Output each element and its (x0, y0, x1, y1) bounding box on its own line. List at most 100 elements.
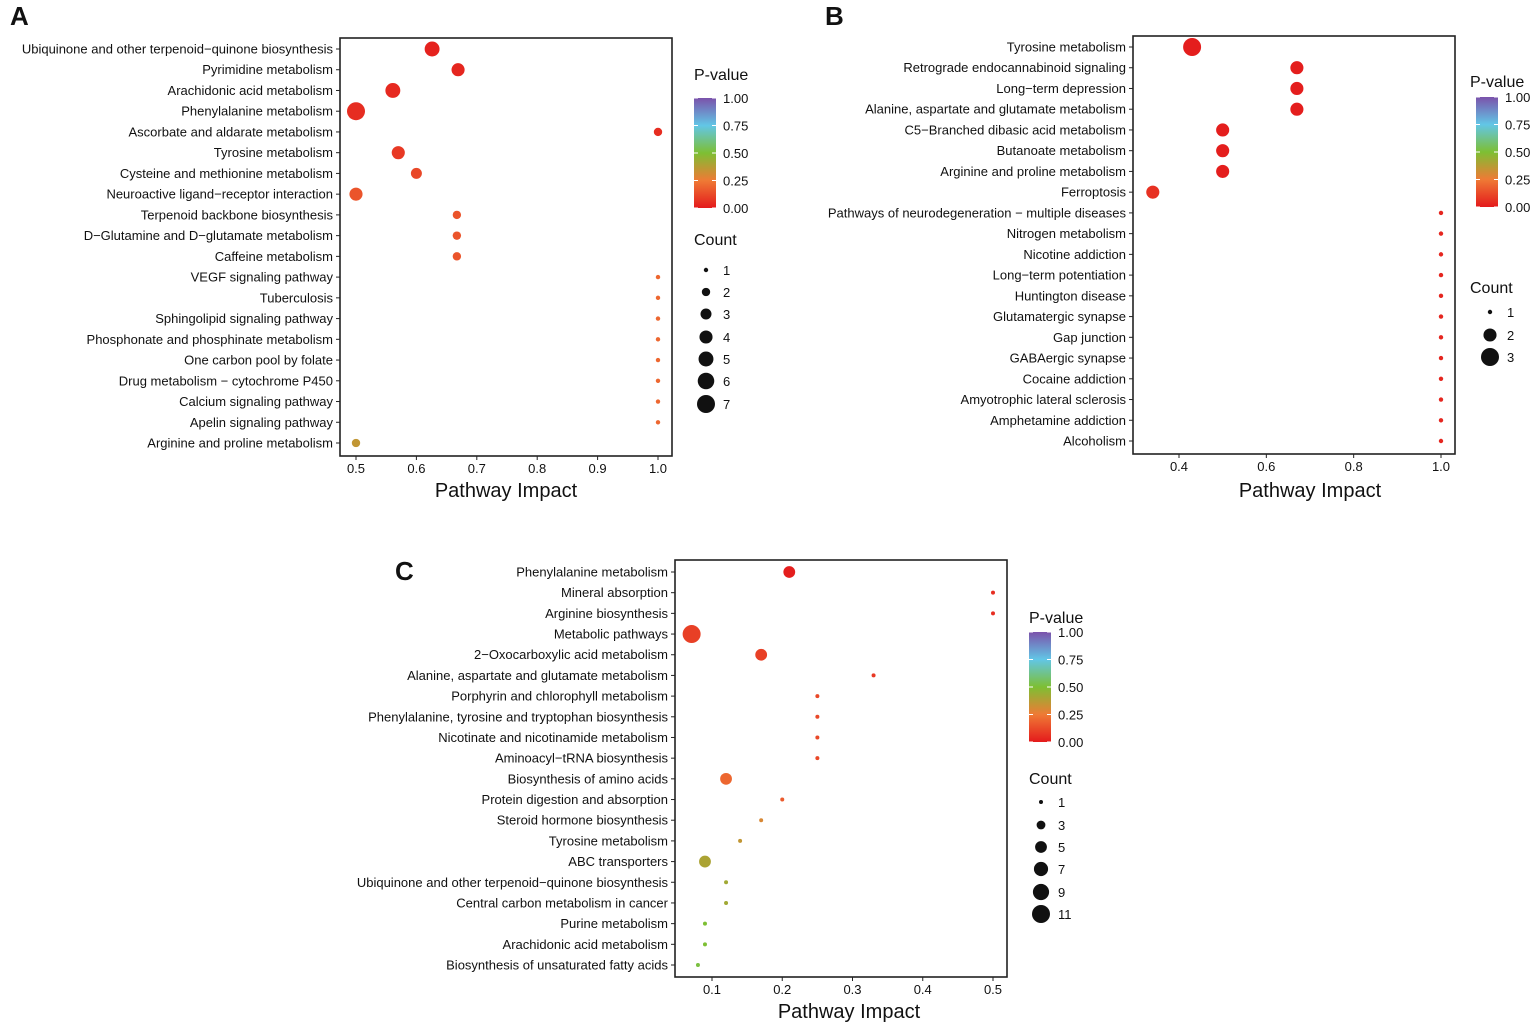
y-tick-label: Butanoate metabolism (997, 143, 1126, 158)
count-legend-dot (697, 372, 715, 390)
y-tick-label: Tyrosine metabolism (1007, 40, 1126, 55)
count-legend-title: Count (694, 232, 737, 249)
y-tick-label: Alanine, aspartate and glutamate metabol… (865, 102, 1126, 117)
data-point (452, 231, 462, 240)
y-tick-label: Ascorbate and aldarate metabolism (128, 124, 333, 139)
plot-frame (339, 37, 673, 457)
colorbar-label: 1.00 (723, 91, 748, 106)
data-point (699, 855, 711, 868)
x-tick-label: 1.0 (1432, 459, 1450, 474)
y-tick-label: Phosphonate and phosphinate metabolism (87, 332, 333, 347)
data-point (655, 295, 661, 301)
data-point (1438, 210, 1444, 216)
y-tick-label: Protein digestion and absorption (482, 792, 668, 807)
data-point (1438, 438, 1444, 444)
count-legend-dot (701, 287, 711, 297)
x-tick-label: 0.4 (914, 982, 932, 997)
data-point (682, 625, 701, 644)
pvalue-legend-title: P-value (1029, 610, 1083, 627)
data-point (738, 838, 743, 843)
data-point (815, 694, 820, 699)
data-point (655, 337, 661, 342)
y-tick-label: Ferroptosis (1061, 185, 1127, 200)
count-legend-title: Count (1029, 771, 1072, 788)
x-tick-label: 1.0 (649, 461, 667, 476)
y-tick-label: Ubiquinone and other terpenoid−quinone b… (22, 42, 334, 57)
y-tick-label: Biosynthesis of unsaturated fatty acids (446, 958, 668, 973)
data-point (1438, 376, 1444, 381)
x-tick-label: 0.6 (1257, 459, 1275, 474)
x-tick-label: 0.3 (843, 982, 861, 997)
data-point (655, 274, 661, 280)
count-legend-label: 5 (723, 352, 730, 367)
y-tick-label: Cocaine addiction (1023, 371, 1126, 386)
data-point (724, 880, 729, 885)
pvalue-colorbar (1476, 97, 1498, 207)
colorbar-label: 1.00 (1058, 625, 1083, 640)
count-legend-label: 2 (723, 285, 730, 300)
count-legend-label: 7 (723, 397, 730, 412)
data-point (391, 146, 405, 160)
data-point (991, 590, 995, 595)
count-legend-title: Count (1470, 280, 1513, 297)
y-tick-label: Amphetamine addiction (990, 413, 1126, 428)
x-tick-label: 0.1 (703, 982, 721, 997)
y-tick-label: Glutamatergic synapse (993, 309, 1126, 324)
y-tick-label: VEGF signaling pathway (191, 270, 334, 285)
data-point (452, 210, 462, 220)
colorbar-label: 0.00 (1058, 735, 1083, 750)
data-point (720, 772, 732, 785)
y-tick-label: Retrograde endocannabinoid signaling (903, 60, 1126, 75)
y-tick-label: Sphingolipid signaling pathway (155, 311, 333, 326)
data-point (385, 83, 401, 98)
y-tick-label: Aminoacyl−tRNA biosynthesis (495, 751, 669, 766)
data-point (655, 357, 661, 363)
data-point (815, 714, 820, 719)
count-legend-dot (1481, 348, 1499, 366)
colorbar-label: 0.00 (723, 201, 748, 216)
y-tick-label: Tuberculosis (260, 290, 334, 305)
y-tick-label: ABC transporters (568, 854, 668, 869)
colorbar-label: 0.75 (1058, 653, 1083, 668)
data-point (1438, 335, 1444, 340)
y-tick-label: Apelin signaling pathway (190, 415, 334, 430)
data-point (1290, 102, 1304, 116)
data-point (1438, 314, 1444, 319)
data-point (815, 756, 820, 761)
colorbar-label: 0.75 (723, 119, 748, 134)
panel-letter: C (395, 556, 414, 586)
count-legend-label: 3 (723, 307, 730, 322)
count-legend-dot (1487, 309, 1493, 315)
data-point (783, 566, 796, 578)
pvalue-legend-title: P-value (694, 67, 748, 84)
x-axis-title: Pathway Impact (778, 1001, 921, 1023)
y-tick-label: Arachidonic acid metabolism (168, 83, 333, 98)
data-point (1290, 61, 1304, 75)
data-point (1290, 81, 1304, 96)
count-legend-label: 1 (1507, 305, 1514, 320)
y-tick-label: Alanine, aspartate and glutamate metabol… (407, 668, 668, 683)
data-point (724, 900, 729, 905)
count-legend-dot (700, 308, 712, 320)
y-tick-label: Terpenoid backbone biosynthesis (141, 207, 334, 222)
y-tick-label: Arginine and proline metabolism (940, 164, 1126, 179)
y-tick-label: Pathways of neurodegeneration − multiple… (828, 205, 1127, 220)
count-legend-dot (698, 351, 714, 367)
x-tick-label: 0.4 (1170, 459, 1188, 474)
colorbar-label: 0.75 (1505, 118, 1530, 133)
data-point (780, 797, 785, 802)
count-legend-dot (1032, 905, 1050, 923)
y-tick-label: Amyotrophic lateral sclerosis (961, 392, 1127, 407)
y-tick-label: Ubiquinone and other terpenoid−quinone b… (357, 875, 669, 890)
data-point (1438, 293, 1444, 299)
count-legend-dot (703, 267, 709, 273)
x-tick-label: 0.2 (773, 982, 791, 997)
y-tick-label: Nicotine addiction (1023, 247, 1126, 262)
panel-b: B 0.4 0.6 0.8 1.0 Pathway Impact Tyrosine meta… (825, 1, 1530, 502)
data-point (1438, 231, 1444, 236)
y-tick-label: Purine metabolism (560, 916, 668, 931)
data-point (1438, 418, 1444, 423)
count-legend-label: 4 (723, 330, 730, 345)
y-tick-label: Cysteine and methionine metabolism (120, 166, 333, 181)
